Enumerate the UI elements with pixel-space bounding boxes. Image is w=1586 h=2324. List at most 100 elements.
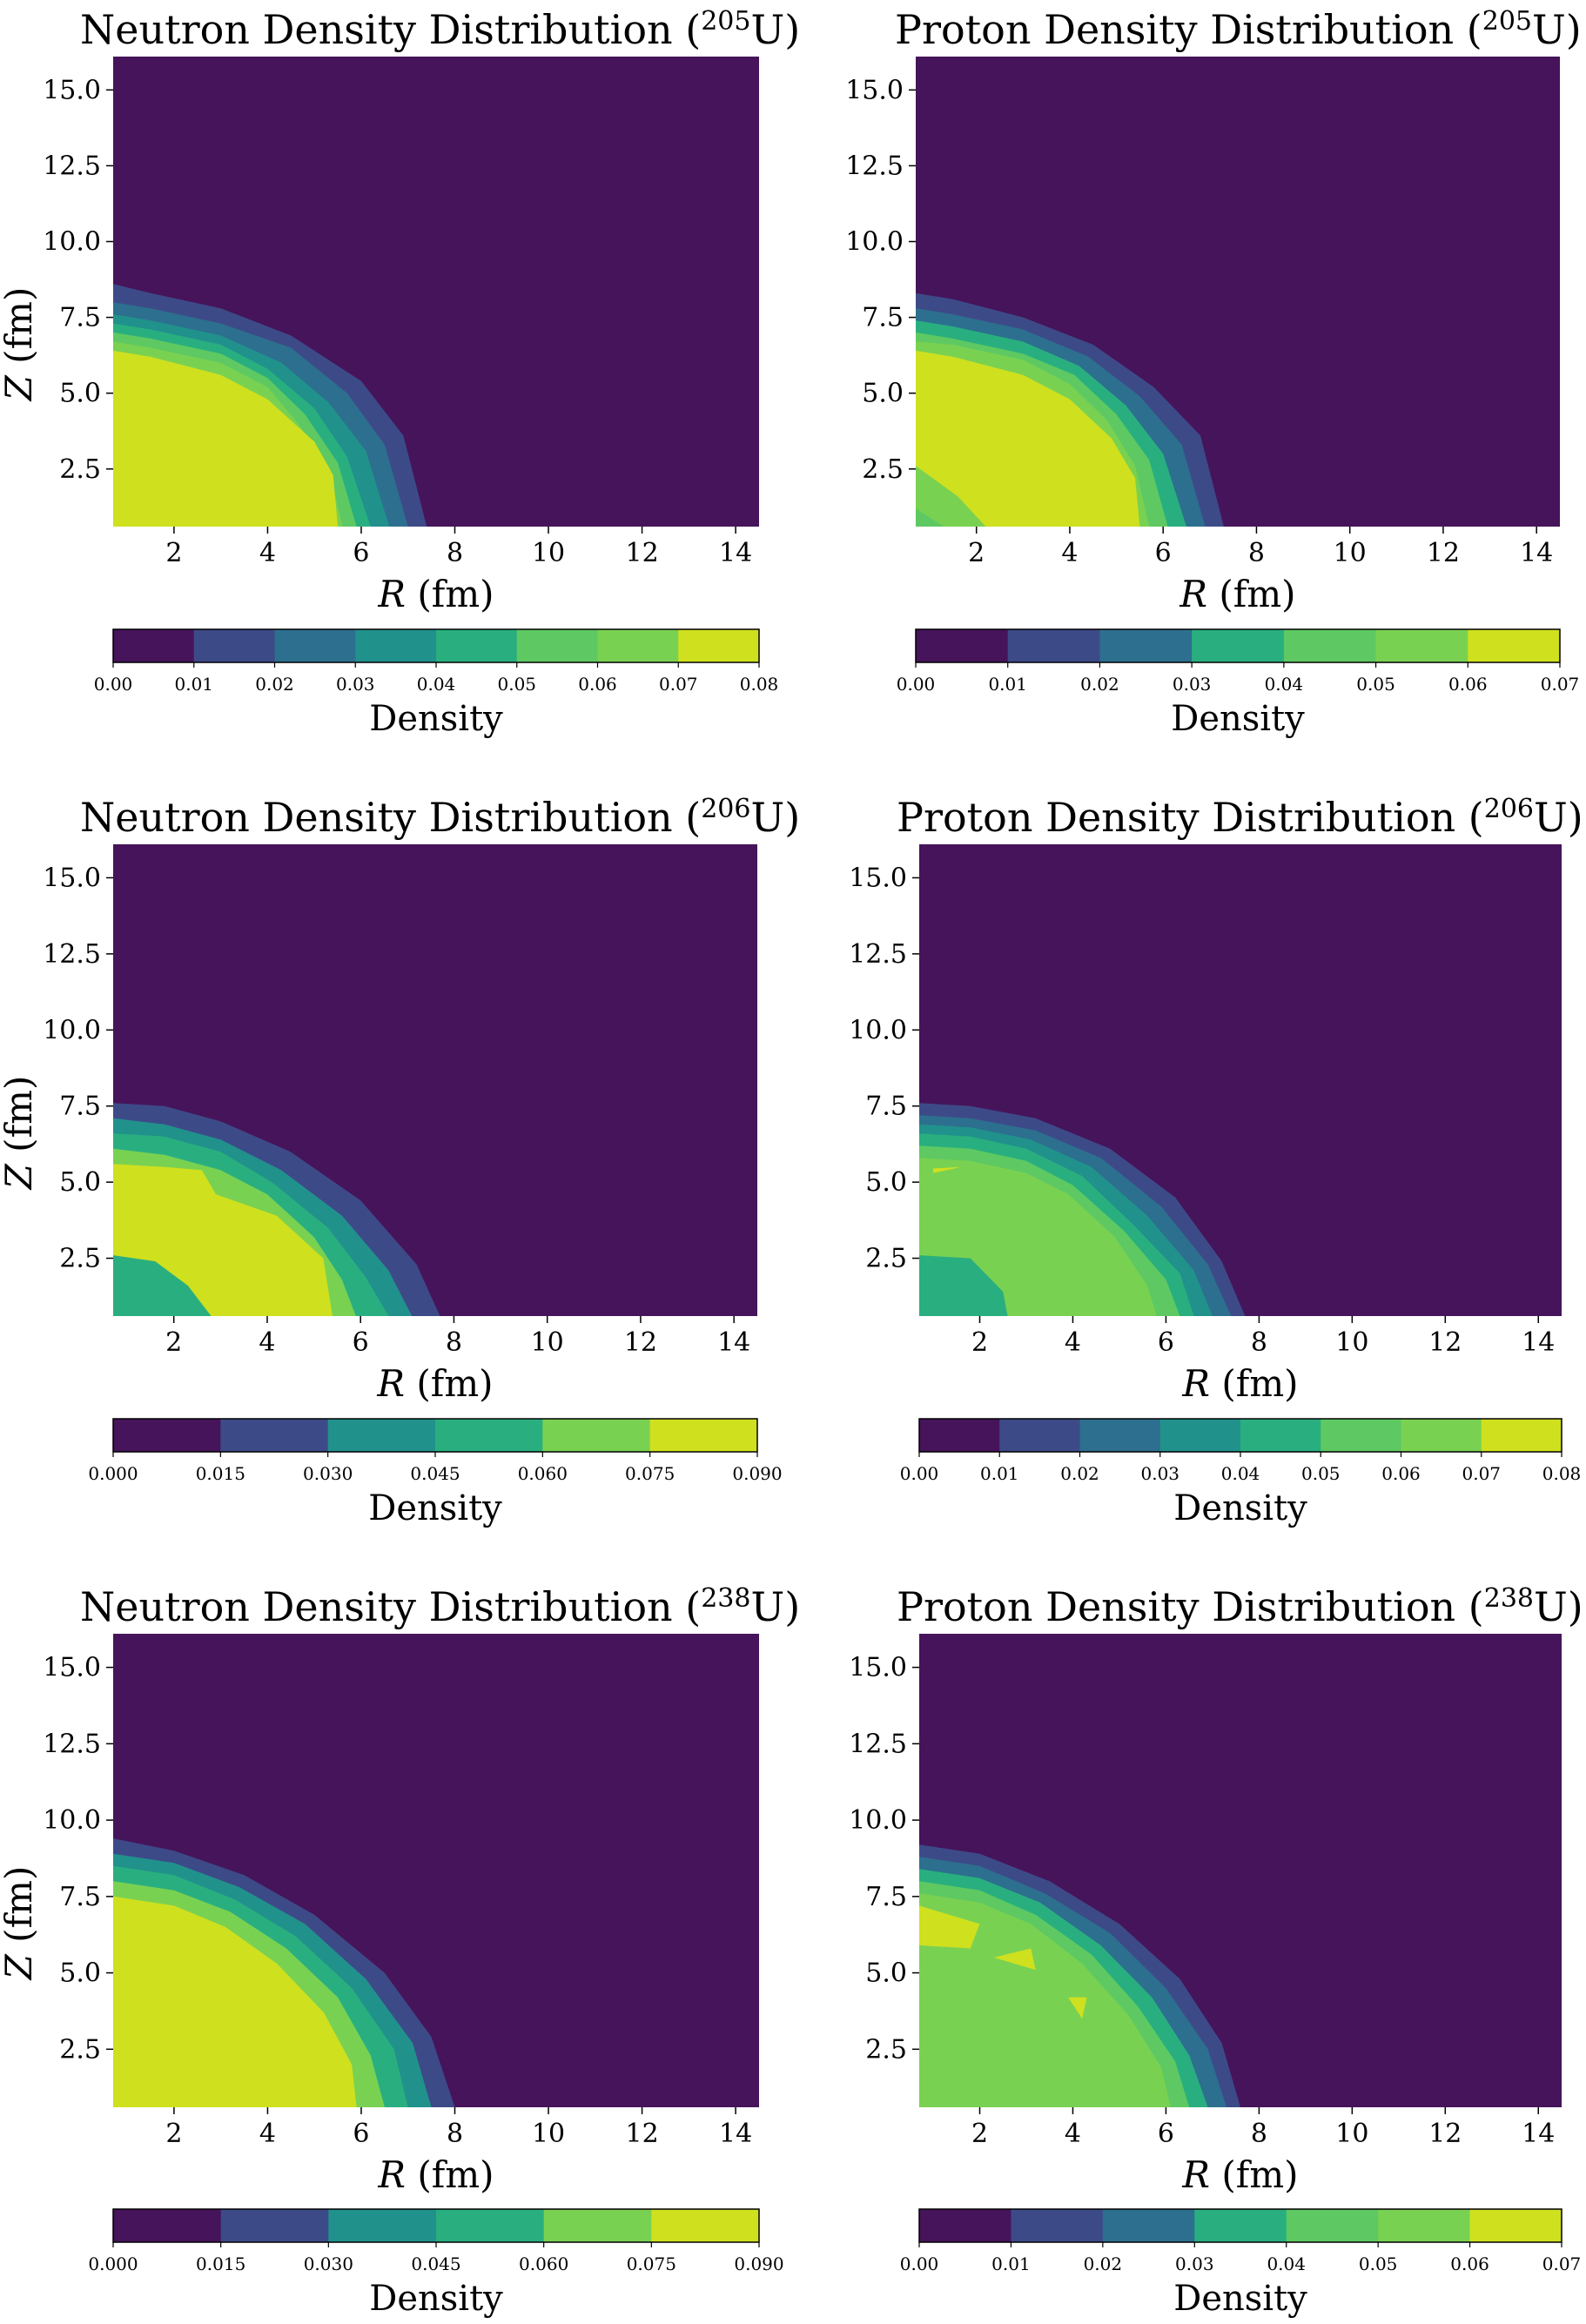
chart-n206: Neutron Density Distribution (206U) 2 4 6 8 1… <box>0 794 800 1528</box>
contour-patch-1 <box>916 508 944 527</box>
y-tick-label: 10.0 <box>845 227 904 258</box>
colorbar-tick-label: 0.00 <box>900 1463 939 1484</box>
colorbar-segment <box>220 1419 329 1452</box>
colorbar-segment <box>113 2209 222 2242</box>
colorbar-tick-label: 0.075 <box>627 2253 676 2274</box>
x-tick-label: 2 <box>971 1327 988 1358</box>
title-superscript: 206 <box>701 794 750 824</box>
y-axis-label: Z (fm) <box>0 1076 40 1192</box>
colorbar-label: Density <box>1171 699 1305 739</box>
contour-patch-1 <box>993 1948 1036 1971</box>
title-main: Neutron Density Distribution ( <box>80 1583 701 1630</box>
x-tick-label: 10 <box>532 2119 565 2149</box>
x-axis-variable: R <box>1179 573 1219 615</box>
x-tick-label: 14 <box>1522 1327 1555 1358</box>
y-tick-label: 2.5 <box>862 454 904 485</box>
y-tick-label: 15.0 <box>849 1653 907 1683</box>
colorbar-segment <box>1194 2209 1287 2242</box>
x-axis-variable: R <box>377 573 417 615</box>
colorbar-segment <box>113 629 195 662</box>
colorbar-tick-label: 0.04 <box>417 674 456 695</box>
colorbar-segment <box>1099 629 1193 662</box>
colorbar-segment <box>597 629 679 662</box>
colorbar-tick-label: 0.02 <box>1084 2253 1123 2274</box>
x-tick-label: 8 <box>447 2119 463 2149</box>
x-tick-label: 10 <box>531 1327 564 1358</box>
colorbar-segment <box>1159 1419 1241 1452</box>
colorbar-tick-label: 0.060 <box>519 2253 568 2274</box>
colorbar-segment <box>113 1419 221 1452</box>
x-tick-label: 14 <box>719 2119 752 2149</box>
title-superscript: 206 <box>1484 794 1534 824</box>
chart-title: Proton Density Distribution (238U) <box>897 1583 1583 1630</box>
colorbar-tick-label: 0.03 <box>1140 1463 1179 1484</box>
x-axis-variable: R <box>1181 1362 1221 1405</box>
y-tick-label: 2.5 <box>865 1244 907 1274</box>
colorbar-tick-label: 0.03 <box>336 674 375 695</box>
contour-band-7 <box>113 350 339 527</box>
plot-area <box>916 57 1560 527</box>
colorbar-segment <box>1192 629 1285 662</box>
y-tick-label: 10.0 <box>43 1805 101 1836</box>
x-tick-label: 14 <box>717 1327 750 1358</box>
colorbar-tick-label: 0.05 <box>1356 674 1395 695</box>
colorbar-tick-label: 0.00 <box>897 674 936 695</box>
colorbar-tick-label: 0.000 <box>88 2253 138 2274</box>
y-axis-variable: Z <box>0 1943 40 1982</box>
colorbar-segment <box>542 1419 651 1452</box>
y-tick-label: 12.5 <box>43 1729 101 1759</box>
contour-patch-0 <box>919 1905 980 1949</box>
x-tick-label: 6 <box>353 2119 369 2149</box>
y-tick-label: 15.0 <box>43 863 101 893</box>
x-tick-label: 12 <box>1427 538 1460 568</box>
title-suffix: U) <box>1532 6 1582 53</box>
x-axis-label: R (fm) <box>376 1362 493 1405</box>
y-tick-label: 15.0 <box>849 863 907 893</box>
title-superscript: 205 <box>701 6 750 37</box>
colorbar-tick-label: 0.090 <box>734 2253 783 2274</box>
y-tick-label: 10.0 <box>43 1015 101 1045</box>
title-main: Neutron Density Distribution ( <box>80 794 701 841</box>
y-tick-label: 15.0 <box>43 75 101 105</box>
colorbar-tick-label: 0.030 <box>304 2253 353 2274</box>
colorbar-tick-label: 0.04 <box>1267 2253 1306 2274</box>
y-tick-label: 12.5 <box>43 939 101 970</box>
colorbar-tick-label: 0.02 <box>1060 1463 1099 1484</box>
y-tick-label: 5.0 <box>59 379 101 409</box>
colorbar-segment <box>1283 629 1377 662</box>
colorbar-tick-label: 0.03 <box>1175 2253 1214 2274</box>
title-superscript: 205 <box>1482 6 1532 37</box>
contour-patch-1 <box>933 1166 962 1173</box>
x-tick-label: 10 <box>1334 538 1367 568</box>
colorbar-segment <box>1481 1419 1562 1452</box>
x-axis-unit: (fm) <box>417 573 494 615</box>
chart-title: Neutron Density Distribution (205U) <box>80 6 800 53</box>
y-tick-label: 2.5 <box>59 2034 101 2065</box>
x-tick-label: 6 <box>1158 2119 1174 2149</box>
colorbar-tick-label: 0.07 <box>1462 1463 1501 1484</box>
y-tick-label: 7.5 <box>862 303 904 333</box>
y-tick-label: 7.5 <box>59 1882 101 1912</box>
title-main: Proton Density Distribution ( <box>897 794 1484 841</box>
title-suffix: U) <box>1534 794 1583 841</box>
colorbar-segment <box>919 1419 1000 1452</box>
x-axis-label: R (fm) <box>377 573 494 615</box>
colorbar-tick-label: 0.02 <box>1080 674 1119 695</box>
y-axis-label: Z (fm) <box>0 287 40 403</box>
y-tick-label: 5.0 <box>59 1958 101 1989</box>
contour-patch-0 <box>916 466 986 527</box>
y-tick-label: 7.5 <box>59 1091 101 1122</box>
chart-p205: Proton Density Distribution (205U) 2 4 6 8 10… <box>845 6 1582 739</box>
colorbar-tick-label: 0.08 <box>1542 1463 1582 1484</box>
colorbar-segment <box>436 2209 545 2242</box>
colorbar-segment <box>1286 2209 1379 2242</box>
colorbar-segment <box>1079 1419 1161 1452</box>
plot-area <box>919 1634 1562 2107</box>
title-suffix: U) <box>750 794 800 841</box>
chart-title: Neutron Density Distribution (238U) <box>80 1583 800 1630</box>
contour-patch-0 <box>919 1255 1008 1316</box>
chart-n205: Neutron Density Distribution (205U) 2 4 6 8 1… <box>0 6 800 739</box>
colorbar-tick-label: 0.015 <box>196 1463 245 1484</box>
colorbar-tick-label: 0.06 <box>1450 2253 1489 2274</box>
y-tick-label: 15.0 <box>845 75 904 105</box>
